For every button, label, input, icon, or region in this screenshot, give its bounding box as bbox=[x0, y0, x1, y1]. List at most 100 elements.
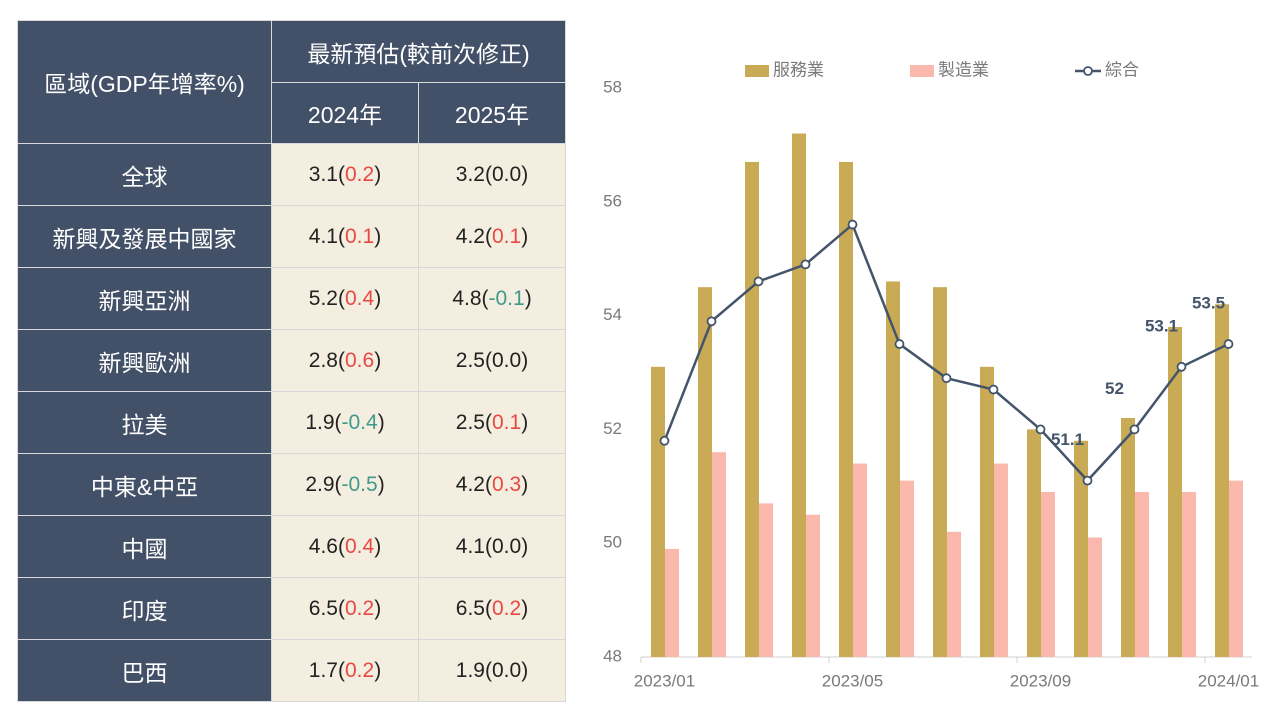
cell-part: 4.2( bbox=[455, 224, 492, 248]
y-tick-label: 48 bbox=[603, 646, 622, 665]
cell-part: ) bbox=[374, 596, 382, 620]
cell-part: 1.9( bbox=[305, 410, 342, 434]
data-label: 51.1 bbox=[1051, 430, 1084, 449]
table-row: 中國 4.6(0.4) 4.1(0.0) bbox=[17, 515, 566, 578]
bar bbox=[1229, 480, 1243, 657]
value-cell: 3.1(0.2) bbox=[271, 143, 419, 206]
bar bbox=[792, 133, 806, 657]
region-name: 新興亞洲 bbox=[17, 267, 272, 330]
value-cell: 1.9(-0.4) bbox=[271, 391, 419, 454]
line-marker bbox=[800, 259, 811, 270]
cell-part: 0.0 bbox=[491, 162, 522, 186]
cell-part: 4.2( bbox=[455, 472, 492, 496]
bar bbox=[651, 366, 665, 657]
region-name: 印度 bbox=[17, 577, 272, 640]
cell-part: 1.7( bbox=[308, 658, 345, 682]
cell-part: ) bbox=[521, 596, 529, 620]
value-cell: 4.8(-0.1) bbox=[418, 267, 566, 330]
legend-swatch bbox=[745, 65, 769, 77]
cell-part: 6.5( bbox=[308, 596, 345, 620]
value-cell: 6.5(0.2) bbox=[418, 577, 566, 640]
bar bbox=[980, 366, 994, 657]
cell-part: ) bbox=[521, 348, 529, 372]
legend-label: 製造業 bbox=[938, 60, 989, 79]
bar bbox=[1074, 440, 1088, 657]
line-marker bbox=[1223, 339, 1234, 349]
table-row: 全球 3.1(0.2) 3.2(0.0) bbox=[17, 143, 566, 206]
table-row: 新興亞洲 5.2(0.4) 4.8(-0.1) bbox=[17, 267, 566, 330]
cell-part: 2.9( bbox=[305, 472, 342, 496]
table-row: 中東&中亞 2.9(-0.5) 4.2(0.3) bbox=[17, 453, 566, 516]
bar bbox=[665, 548, 679, 657]
line-marker bbox=[847, 219, 858, 230]
cell-part: ) bbox=[374, 658, 382, 682]
value-cell: 5.2(0.4) bbox=[271, 267, 419, 330]
cell-part: 0.1 bbox=[491, 224, 522, 248]
cell-part: 0.2 bbox=[344, 162, 375, 186]
value-cell: 2.9(-0.5) bbox=[271, 453, 419, 516]
cell-part: 0.2 bbox=[344, 658, 375, 682]
cell-part: ) bbox=[374, 534, 382, 558]
cell-part: ) bbox=[524, 286, 532, 310]
line-marker bbox=[894, 339, 905, 349]
table-row: 新興及發展中國家 4.1(0.1) 4.2(0.1) bbox=[17, 205, 566, 268]
cell-part: ) bbox=[521, 472, 529, 496]
cell-part: -0.1 bbox=[488, 286, 525, 310]
bar bbox=[900, 480, 914, 657]
cell-part: 6.5( bbox=[455, 596, 492, 620]
y-tick-label: 54 bbox=[603, 305, 622, 324]
bar bbox=[994, 463, 1008, 657]
bar bbox=[712, 452, 726, 657]
value-cell: 2.5(0.0) bbox=[418, 329, 566, 392]
table-row: 拉美 1.9(-0.4) 2.5(0.1) bbox=[17, 391, 566, 454]
bar bbox=[1041, 491, 1055, 657]
bar bbox=[1027, 429, 1041, 657]
value-cell: 6.5(0.2) bbox=[271, 577, 419, 640]
cell-part: -0.4 bbox=[341, 410, 378, 434]
bar bbox=[759, 503, 773, 657]
cell-part: -0.5 bbox=[341, 472, 378, 496]
cell-part: ) bbox=[374, 286, 382, 310]
cell-part: 0.1 bbox=[491, 410, 522, 434]
region-name: 新興及發展中國家 bbox=[17, 205, 272, 268]
table-row: 巴西 1.7(0.2) 1.9(0.0) bbox=[17, 639, 566, 702]
cell-part: 0.4 bbox=[344, 286, 375, 310]
data-label: 53.5 bbox=[1192, 294, 1225, 313]
legend-swatch bbox=[910, 65, 934, 77]
bar bbox=[1135, 491, 1149, 657]
value-cell: 2.8(0.6) bbox=[271, 329, 419, 392]
value-cell: 4.1(0.1) bbox=[271, 205, 419, 268]
cell-part: 0.2 bbox=[491, 596, 522, 620]
line-marker bbox=[1129, 424, 1140, 435]
cell-part: ) bbox=[521, 658, 529, 682]
legend-label: 服務業 bbox=[773, 60, 824, 79]
region-name: 中國 bbox=[17, 515, 272, 578]
cell-part: 0.0 bbox=[491, 658, 522, 682]
value-cell: 1.9(0.0) bbox=[418, 639, 566, 702]
bar bbox=[1215, 304, 1229, 657]
cell-part: 1.9( bbox=[455, 658, 492, 682]
cell-part: 2.5( bbox=[455, 410, 492, 434]
forecast-table: 區域(GDP年增率%) 最新預估(較前次修正) 2024年 2025年 全球 3.… bbox=[17, 20, 566, 702]
bar bbox=[745, 161, 759, 657]
cell-part: ) bbox=[521, 224, 529, 248]
region-name: 中東&中亞 bbox=[17, 453, 272, 516]
cell-part: 0.0 bbox=[491, 348, 522, 372]
x-tick-label: 2023/01 bbox=[634, 671, 695, 690]
value-cell: 1.7(0.2) bbox=[271, 639, 419, 702]
cell-part: 0.4 bbox=[344, 534, 375, 558]
line-marker bbox=[659, 435, 670, 446]
y-tick-label: 52 bbox=[603, 419, 622, 438]
header-region: 區域(GDP年增率%) bbox=[17, 20, 272, 144]
cell-part: ) bbox=[374, 348, 382, 372]
line-marker bbox=[753, 276, 764, 287]
line-marker bbox=[1082, 475, 1093, 486]
cell-part: 4.6( bbox=[308, 534, 345, 558]
cell-part: 5.2( bbox=[308, 286, 345, 310]
legend-label: 綜合 bbox=[1105, 60, 1139, 79]
table-row: 印度 6.5(0.2) 6.5(0.2) bbox=[17, 577, 566, 640]
line-marker bbox=[941, 373, 952, 384]
cell-part: ) bbox=[521, 534, 529, 558]
